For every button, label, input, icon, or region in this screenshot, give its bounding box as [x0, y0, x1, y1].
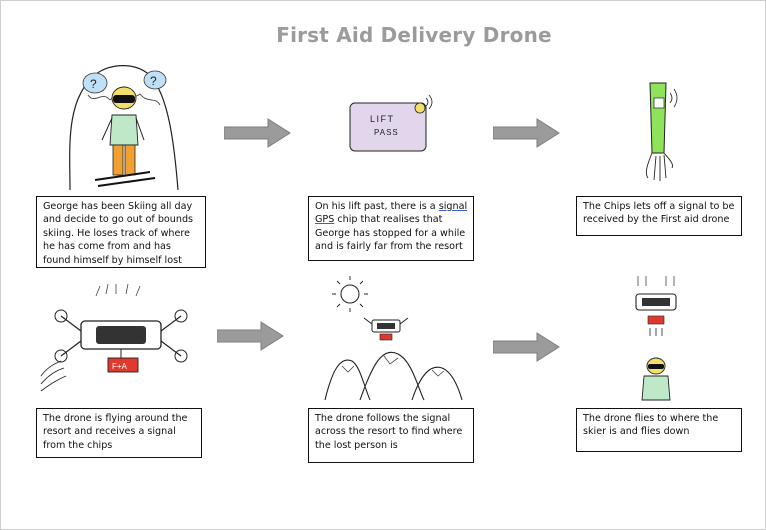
- caption-panel-2: On his lift past, there is a signal GPS …: [308, 196, 474, 261]
- panel-2-sketch: LIFT PASS: [349, 94, 433, 152]
- rotor-3: [174, 309, 188, 323]
- mountain-outline: [69, 65, 179, 191]
- hand: [645, 152, 673, 181]
- descending-drone-window: [642, 298, 670, 306]
- arrow-4: [493, 332, 560, 362]
- caption-panel-2-word-signal: signal: [438, 201, 468, 212]
- drone-arm-right: [160, 315, 182, 357]
- rotor-2: [54, 349, 68, 363]
- small-first-aid-box: [379, 333, 393, 341]
- green-sleeve: [649, 82, 667, 154]
- skier-pants-right: [124, 144, 136, 176]
- drone-window: [96, 326, 146, 344]
- lift-pass-line-1: LIFT: [370, 114, 395, 124]
- lift-pass-line-2: PASS: [374, 128, 399, 137]
- arrow-2: [493, 118, 560, 148]
- caption-panel-2-text-a: On his lift past, there is a: [315, 201, 439, 212]
- arrow-1: [224, 118, 291, 148]
- mountains: [324, 351, 463, 401]
- skier-arms: [101, 117, 145, 141]
- question-mark-right: ?: [150, 74, 157, 88]
- skis: [94, 171, 156, 187]
- gps-chip: [414, 102, 426, 114]
- drone-arm-left: [60, 315, 82, 357]
- skier-goggles: [113, 95, 135, 103]
- skier-pants-left: [112, 144, 124, 176]
- thought-bubble-right: [143, 70, 167, 90]
- caption-panel-6: The drone flies to where the skier is an…: [576, 408, 742, 452]
- sun-rays: [332, 276, 368, 312]
- rescued-skier-goggles: [648, 364, 664, 369]
- chip-signal: [425, 94, 433, 110]
- question-mark-left: ?: [90, 77, 97, 91]
- caption-panel-4: The drone is flying around the resort an…: [36, 408, 202, 458]
- first-aid-label: F+A: [112, 362, 128, 371]
- caption-panel-2-text-c: chip that realises that George has stopp…: [315, 214, 466, 253]
- caption-panel-3: The Chips lets off a signal to be receiv…: [576, 196, 742, 236]
- rotor-4: [174, 349, 188, 363]
- first-aid-box: [107, 357, 139, 373]
- arm-signal: [669, 88, 678, 108]
- rescued-skier-jacket: [641, 375, 671, 401]
- page-title: First Aid Delivery Drone: [276, 23, 552, 47]
- rotor-marks: [95, 283, 141, 297]
- small-drone-window: [377, 323, 395, 329]
- descending-first-aid-box: [647, 315, 665, 325]
- arrow-3: [217, 321, 284, 351]
- small-drone-arms: [363, 317, 409, 325]
- panel-1-sketch: ? ?: [69, 65, 179, 191]
- incoming-signal: [40, 360, 67, 392]
- panel-4-sketch: F+A: [40, 283, 188, 392]
- panel-6-sketch: [635, 276, 677, 401]
- caption-panel-1: George has been Skiing all day and decid…: [36, 196, 206, 268]
- mountain-snow: [341, 355, 445, 377]
- caption-panel-2-word-gps: GPS: [315, 214, 335, 226]
- skier-jacket: [109, 114, 139, 146]
- thought-bubble-left: [82, 72, 108, 94]
- lift-pass-card: [349, 102, 427, 152]
- descent-lines: [649, 328, 663, 336]
- sun: [340, 284, 360, 304]
- caption-panel-5: The drone follows the signal across the …: [308, 408, 474, 463]
- wrist-chip: [653, 97, 665, 109]
- descending-rotor-marks: [637, 276, 675, 286]
- panel-5-sketch: [324, 276, 463, 401]
- rotor-1: [54, 309, 68, 323]
- panel-3-sketch: [645, 82, 678, 181]
